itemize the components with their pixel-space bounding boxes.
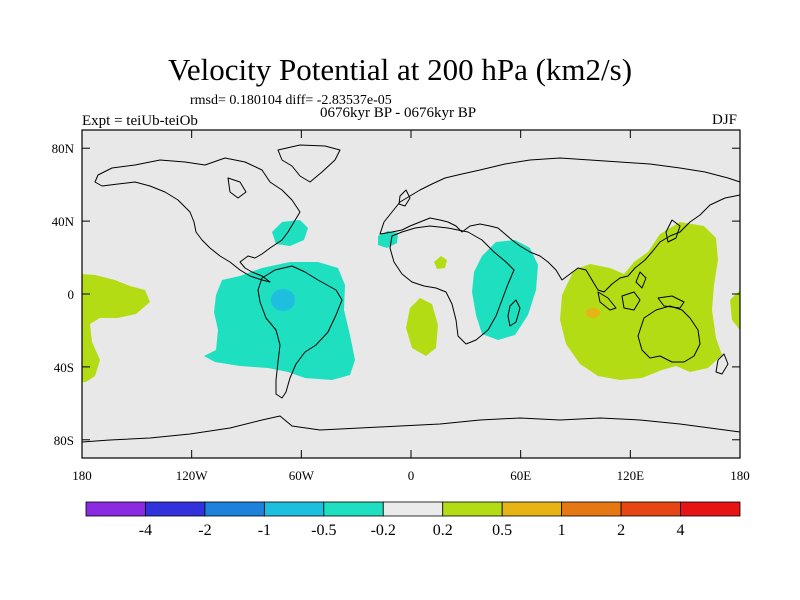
coastline-south-america: [257, 265, 343, 399]
negative-core-amazon: [271, 289, 295, 311]
colorbar-swatch: [442, 501, 503, 517]
x-tick-label: 60W: [289, 468, 315, 483]
colorbar-label: 0.5: [492, 522, 512, 539]
coastline-africa: [389, 225, 515, 345]
y-axis-ticks: 80N 40N 0 40S 80S: [52, 141, 740, 448]
x-axis-ticks: 180 120W 60W 0 60E 120E 180: [72, 130, 750, 483]
colorbar-label: 0.2: [433, 522, 453, 539]
y-tick-label: 80S: [54, 433, 74, 448]
colorbar-swatch: [145, 501, 206, 517]
coastline-madagascar: [507, 299, 521, 327]
season-label: DJF: [712, 112, 738, 128]
positive-region-central-africa: [434, 256, 447, 269]
colorbar-label: -2: [198, 522, 211, 539]
coastline-eurasia: [379, 157, 741, 293]
x-tick-label: 60E: [510, 468, 531, 483]
coastline-new-zealand: [715, 353, 729, 375]
y-tick-label: 40S: [54, 360, 74, 375]
colorbar-swatch: [680, 501, 741, 517]
positive-region-south-atlantic: [406, 298, 438, 356]
colorbar-label: 4: [677, 522, 685, 539]
colorbar-swatch: [85, 501, 146, 517]
contour-fills: [82, 220, 740, 382]
negative-region-south-america: [204, 262, 355, 380]
y-tick-label: 0: [68, 287, 75, 302]
stats-text: rmsd= 0.180104 diff= -2.83537e-05: [190, 93, 392, 108]
y-tick-label: 80N: [52, 141, 75, 156]
positive-region-east-edge: [730, 290, 740, 330]
coastline-north-america: [94, 157, 301, 283]
colorbar-swatch: [204, 501, 265, 517]
x-tick-label: 180: [72, 468, 92, 483]
positive-region-indo-pacific: [560, 222, 722, 380]
period-subtitle: 0676kyr BP - 0676kyr BP: [320, 105, 477, 121]
experiment-label: Expt = teiUb-teiOb: [82, 113, 198, 129]
x-tick-label: 120E: [617, 468, 645, 483]
colorbar-label: 2: [617, 522, 625, 539]
colorbar-swatch: [501, 501, 563, 517]
coastline-japan: [665, 219, 681, 243]
negative-region-north-atlantic: [272, 220, 308, 246]
positive-region-west-pacific: [82, 274, 150, 382]
coastline-greenland: [277, 144, 341, 183]
colorbar-swatch: [382, 501, 444, 517]
colorbar-swatch: [620, 501, 681, 517]
coastline-borneo: [621, 291, 641, 311]
coastlines: [81, 144, 741, 443]
x-tick-label: 180: [730, 468, 750, 483]
coastline-british-isles: [398, 189, 411, 207]
coastline-sumatra: [597, 291, 617, 311]
colorbar: -4 -2 -1 -0.5 -0.2 0.2 0.5 1 2 4: [85, 501, 741, 539]
colorbar-swatch: [263, 501, 325, 517]
colorbar-label: -0.5: [311, 522, 336, 539]
x-tick-label: 0: [408, 468, 415, 483]
colorbar-swatch: [561, 501, 622, 517]
colorbar-label: -4: [139, 522, 152, 539]
colorbar-label: 1: [558, 522, 566, 539]
negative-region-east-africa: [472, 240, 538, 340]
map-title: Velocity Potential at 200 hPa (km2/s): [167, 52, 633, 87]
coastline-philippines: [635, 271, 647, 289]
colorbar-label: -1: [258, 522, 271, 539]
coastline-hudson-bay: [227, 177, 247, 199]
y-tick-label: 40N: [52, 214, 75, 229]
coastline-antarctica: [81, 415, 741, 443]
colorbar-label: -0.2: [371, 522, 396, 539]
x-tick-label: 120W: [176, 468, 209, 483]
colorbar-swatch: [323, 501, 384, 517]
coastline-new-guinea: [657, 295, 685, 309]
positive-core-indian-ocean: [586, 308, 600, 318]
